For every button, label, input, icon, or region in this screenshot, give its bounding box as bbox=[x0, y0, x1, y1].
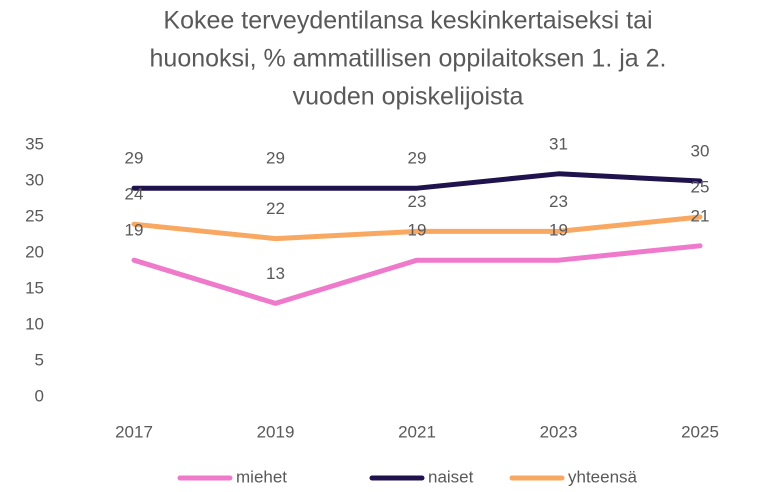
chart-title: vuoden opiskelijoista bbox=[293, 83, 524, 111]
data-label: 19 bbox=[408, 221, 427, 240]
y-tick-label: 30 bbox=[25, 170, 44, 189]
y-tick-label: 25 bbox=[25, 206, 44, 225]
data-label: 19 bbox=[549, 221, 568, 240]
legend-label: naiset bbox=[428, 467, 474, 486]
data-label: 29 bbox=[266, 149, 285, 168]
data-label: 31 bbox=[549, 134, 568, 153]
x-tick-label: 2017 bbox=[115, 422, 153, 441]
data-label: 22 bbox=[266, 199, 285, 218]
series-line bbox=[131, 243, 703, 306]
x-tick-label: 2023 bbox=[540, 422, 578, 441]
data-label: 30 bbox=[691, 141, 710, 160]
y-tick-label: 0 bbox=[35, 386, 44, 405]
y-tick-label: 35 bbox=[25, 134, 44, 153]
y-tick-label: 5 bbox=[35, 350, 44, 369]
chart-title: huonoksi, % ammatillisen oppilaitoksen 1… bbox=[150, 45, 667, 73]
legend-label: miehet bbox=[236, 467, 287, 486]
series-line bbox=[131, 214, 703, 242]
data-label: 24 bbox=[125, 185, 144, 204]
data-label: 13 bbox=[266, 264, 285, 283]
x-tick-label: 2021 bbox=[398, 422, 436, 441]
data-label: 23 bbox=[408, 192, 427, 211]
data-label: 21 bbox=[691, 206, 710, 225]
series-line bbox=[131, 171, 703, 191]
data-label: 23 bbox=[549, 192, 568, 211]
data-label: 29 bbox=[408, 149, 427, 168]
chart-title: Kokee terveydentilansa keskinkertaiseksi… bbox=[163, 7, 652, 35]
x-tick-label: 2019 bbox=[257, 422, 295, 441]
data-label: 25 bbox=[691, 177, 710, 196]
data-label: 19 bbox=[125, 221, 144, 240]
legend-label: yhteensä bbox=[568, 467, 638, 486]
data-label: 29 bbox=[125, 149, 144, 168]
y-tick-label: 10 bbox=[25, 314, 44, 333]
y-tick-label: 15 bbox=[25, 278, 44, 297]
y-tick-label: 20 bbox=[25, 242, 44, 261]
x-tick-label: 2025 bbox=[681, 422, 719, 441]
